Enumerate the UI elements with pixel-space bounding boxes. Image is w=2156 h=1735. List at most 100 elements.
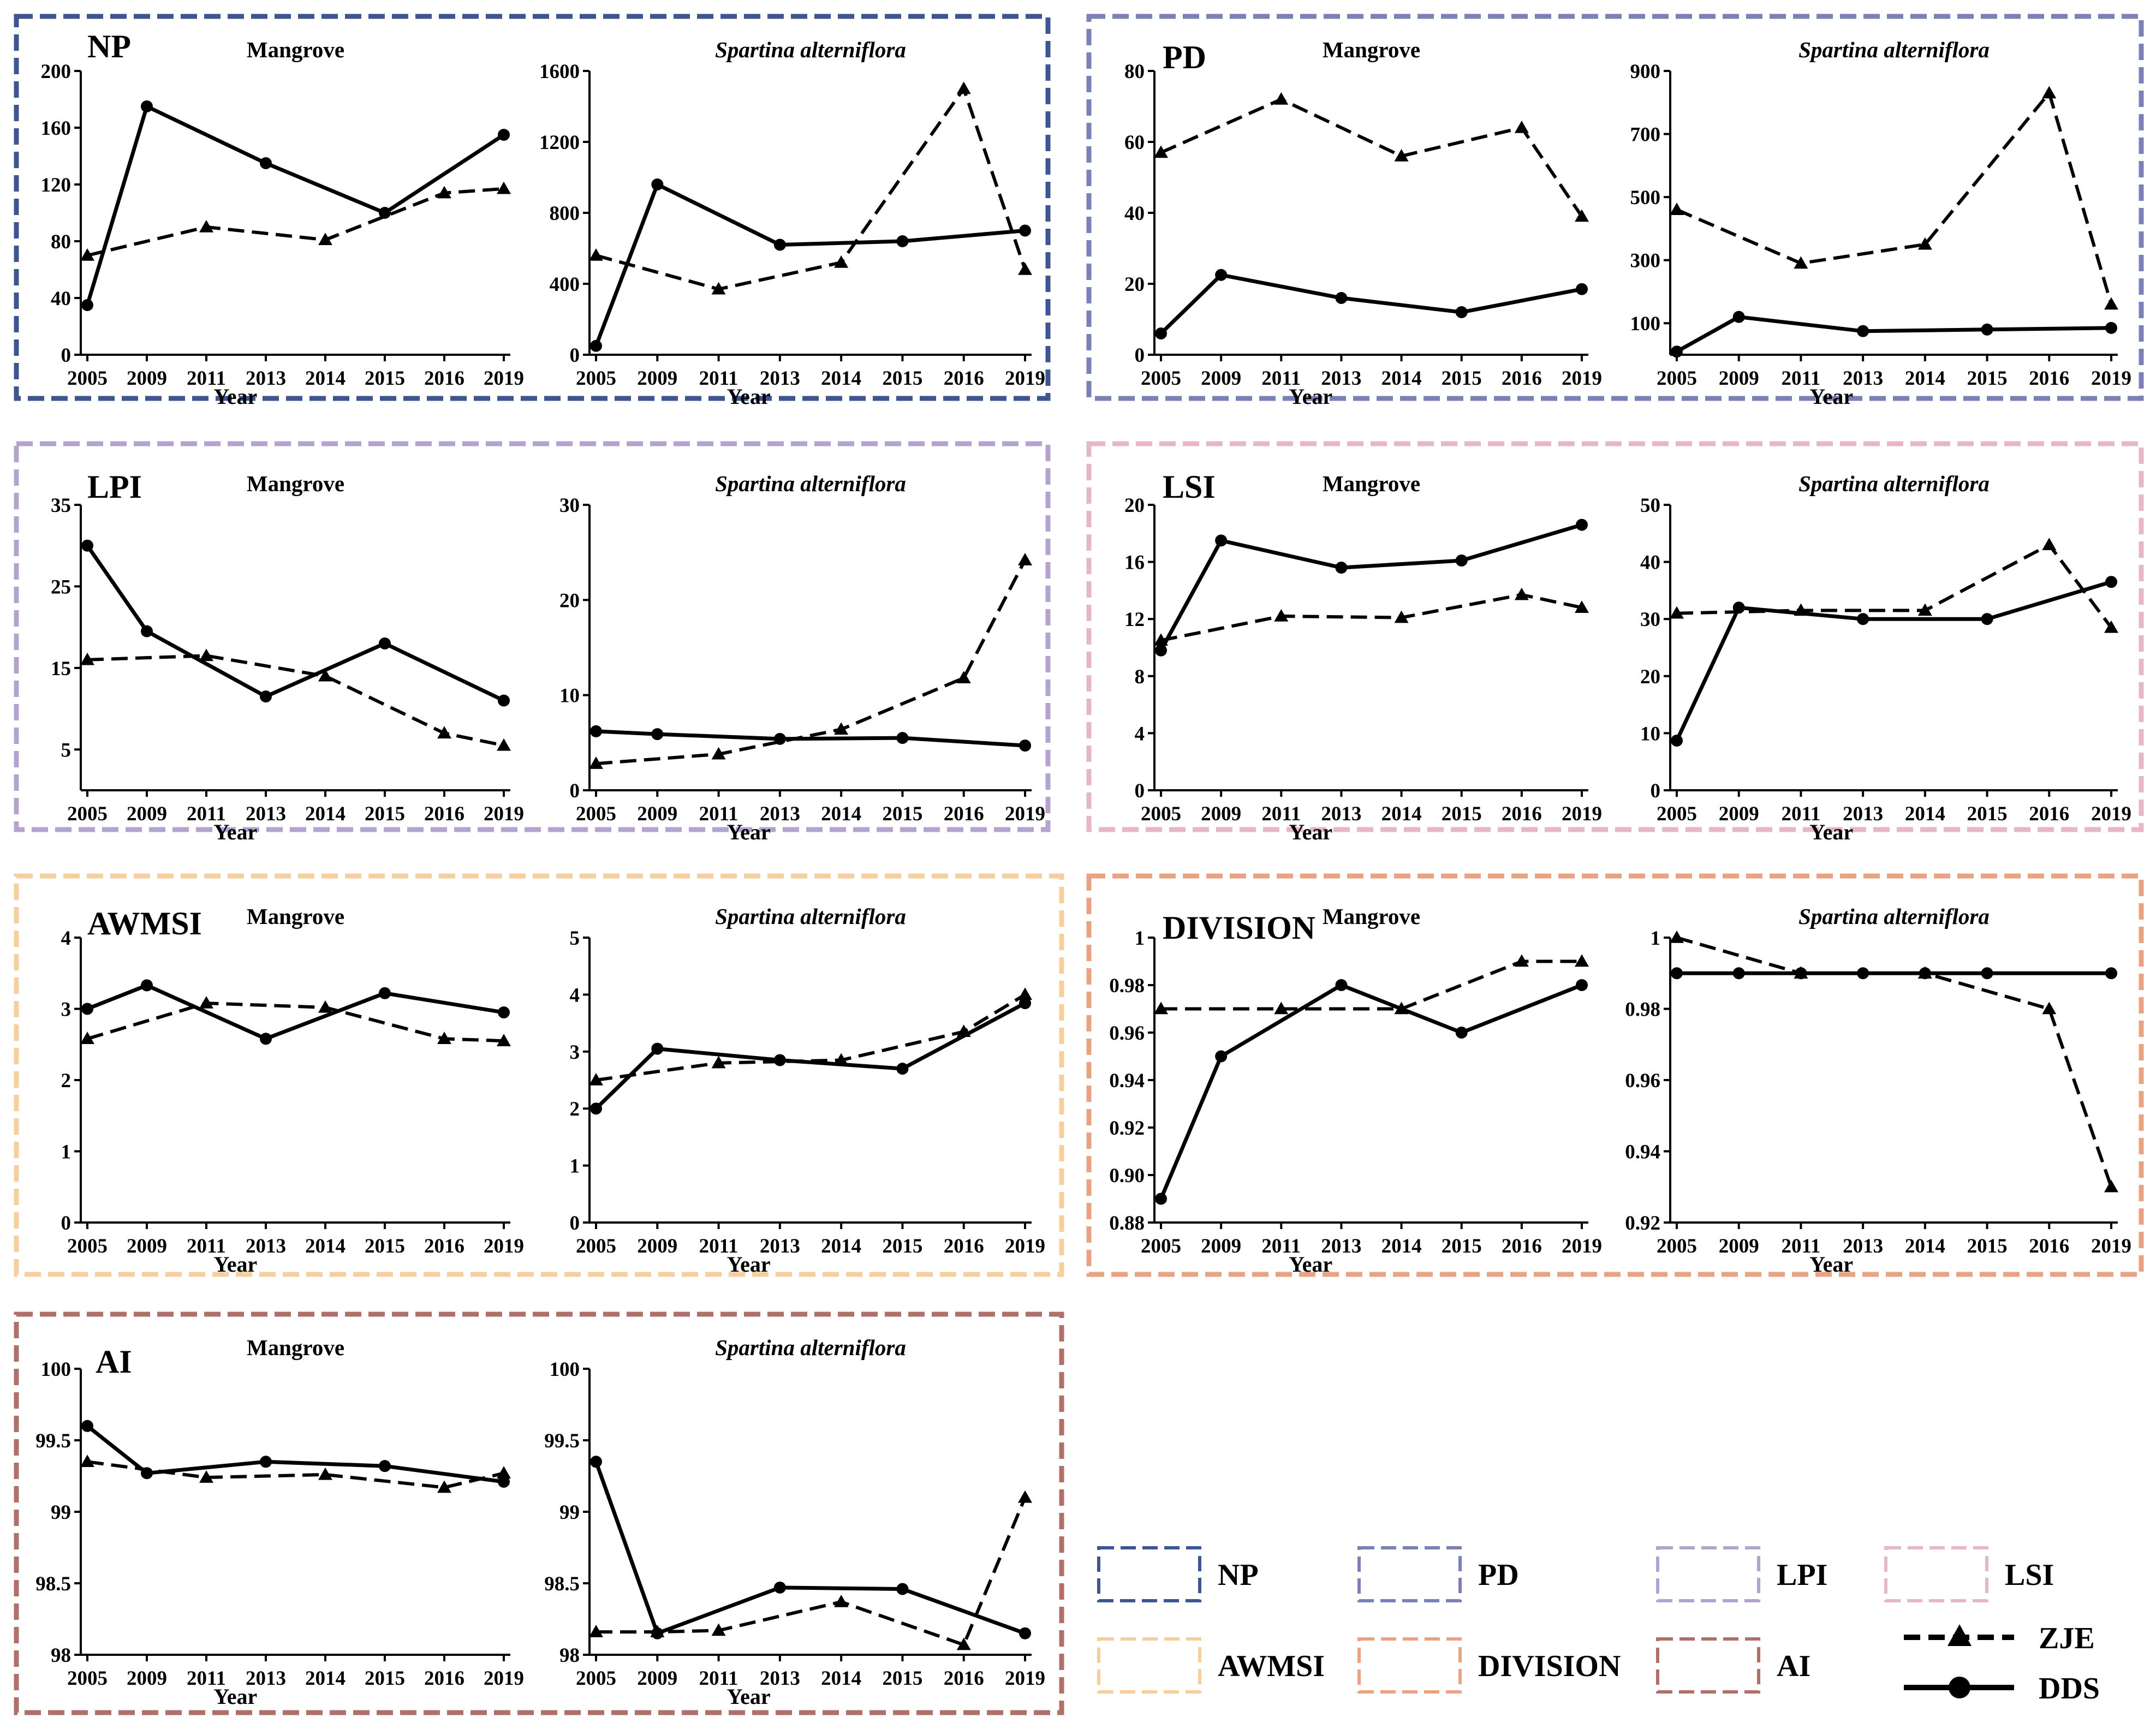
y-tick-label: 1 — [570, 1155, 580, 1178]
y-tick-label: 20 — [559, 589, 580, 612]
x-axis-label: Year — [1289, 1252, 1332, 1277]
y-tick-label: 4 — [1135, 723, 1145, 745]
y-tick-label: 2 — [61, 1070, 72, 1092]
data-point-zje — [318, 669, 332, 682]
legend-swatch — [1884, 1546, 1988, 1602]
data-point-dds — [1732, 967, 1745, 980]
x-tick-label: 2019 — [484, 367, 524, 390]
data-point-zje — [1018, 987, 1032, 1000]
legend: NP PD LPI LSI AWMSI DIVISION AI ZJE DDS — [1097, 1546, 2100, 1706]
data-point-zje — [318, 1467, 332, 1480]
x-tick-label: 2014 — [305, 367, 346, 390]
chart-mangrove: 98 98.5 99 99.5 100 2005 2009 2011 2013 2014 2015 2… — [35, 1335, 524, 1709]
data-point-zje — [956, 81, 971, 94]
y-tick-label: 20 — [1124, 273, 1145, 296]
x-axis-label: Year — [727, 820, 771, 844]
data-point-dds — [1019, 997, 1031, 1010]
data-point-dds — [1155, 1193, 1167, 1205]
x-tick-label: 2009 — [1719, 367, 1759, 390]
data-point-zje — [1394, 610, 1409, 623]
x-tick-label: 2019 — [2091, 803, 2131, 825]
data-point-zje — [589, 756, 603, 769]
data-point-zje — [497, 738, 511, 751]
legend-item-awmsi: AWMSI — [1097, 1637, 1325, 1694]
y-tick-label: 99.5 — [35, 1430, 71, 1452]
x-tick-label: 2015 — [365, 1667, 405, 1690]
data-point-dds — [81, 1003, 93, 1015]
panel-border — [1086, 14, 2144, 401]
y-tick-label: 900 — [1630, 61, 1661, 83]
data-point-zje — [1670, 931, 1684, 943]
data-point-dds — [2105, 576, 2117, 588]
series-line-zje — [1676, 91, 2113, 305]
x-tick-label: 2005 — [576, 367, 616, 390]
x-tick-label: 2014 — [821, 803, 861, 825]
data-point-zje — [1575, 954, 1589, 967]
x-axis-label: Year — [727, 384, 771, 409]
x-tick-label: 2011 — [699, 1235, 738, 1257]
y-tick-label: 3 — [61, 999, 72, 1021]
data-point-zje — [1018, 263, 1032, 275]
data-point-dds — [1671, 734, 1683, 747]
x-tick-label: 2014 — [821, 1667, 861, 1690]
series-line-dds — [1159, 273, 1582, 335]
legend-marker-triangle — [1947, 1624, 1972, 1646]
data-point-dds — [1335, 562, 1348, 574]
y-tick-label: 99 — [559, 1501, 580, 1524]
x-tick-label: 2015 — [882, 803, 922, 825]
y-tick-label: 1 — [1135, 927, 1145, 950]
x-tick-label: 2011 — [1781, 367, 1820, 390]
x-tick-label: 2015 — [365, 367, 405, 390]
x-tick-label: 2019 — [1562, 803, 1602, 825]
data-point-dds — [260, 1456, 272, 1468]
data-point-zje — [1670, 202, 1684, 215]
panel-border — [14, 1311, 1064, 1715]
data-point-dds — [141, 100, 153, 112]
x-tick-label: 2014 — [305, 1235, 346, 1257]
data-point-dds — [1857, 325, 1869, 337]
data-point-dds — [590, 1102, 602, 1115]
data-point-dds — [1795, 967, 1807, 980]
legend-label: DDS — [2039, 1672, 2100, 1706]
x-tick-label: 2011 — [1261, 1235, 1301, 1257]
data-point-dds — [1455, 554, 1468, 567]
panel-border — [1086, 441, 2144, 832]
data-point-dds — [379, 1460, 391, 1472]
x-tick-label: 2015 — [365, 803, 405, 825]
data-point-dds — [141, 625, 153, 637]
x-tick-label: 2013 — [760, 367, 800, 390]
data-point-dds — [498, 1006, 510, 1019]
x-tick-label: 2014 — [1905, 803, 1945, 825]
data-point-dds — [379, 637, 391, 650]
legend-swatch — [1097, 1546, 1201, 1602]
y-tick-label: 8 — [1135, 666, 1145, 688]
x-tick-label: 2013 — [1843, 367, 1883, 390]
series-line-dds — [86, 983, 504, 1041]
panel-border — [14, 14, 1051, 401]
metric-label: NP — [87, 28, 131, 64]
data-point-dds — [260, 690, 272, 703]
x-axis-label: Year — [213, 384, 257, 409]
y-tick-label: 0 — [1135, 344, 1145, 367]
y-tick-label: 30 — [559, 494, 580, 517]
data-point-dds — [1671, 967, 1683, 980]
data-point-zje — [834, 1595, 849, 1607]
data-point-zje — [497, 181, 511, 194]
data-point-zje — [199, 1470, 213, 1483]
y-tick-label: 0 — [1651, 780, 1661, 802]
x-tick-label: 2015 — [1442, 803, 1482, 825]
x-tick-label: 2016 — [944, 1667, 984, 1690]
data-point-dds — [2105, 321, 2117, 334]
y-tick-label: 5 — [61, 739, 72, 761]
x-tick-label: 2009 — [637, 367, 677, 390]
x-tick-label: 2019 — [2091, 1235, 2131, 1257]
x-tick-label: 2009 — [1201, 367, 1241, 390]
data-point-zje — [1917, 603, 1932, 616]
data-point-dds — [1981, 323, 1993, 336]
data-point-zje — [80, 652, 94, 665]
data-point-zje — [1154, 145, 1168, 158]
y-tick-label: 1600 — [539, 61, 580, 83]
x-tick-label: 2009 — [1719, 803, 1759, 825]
series-line-zje — [1160, 98, 1583, 218]
